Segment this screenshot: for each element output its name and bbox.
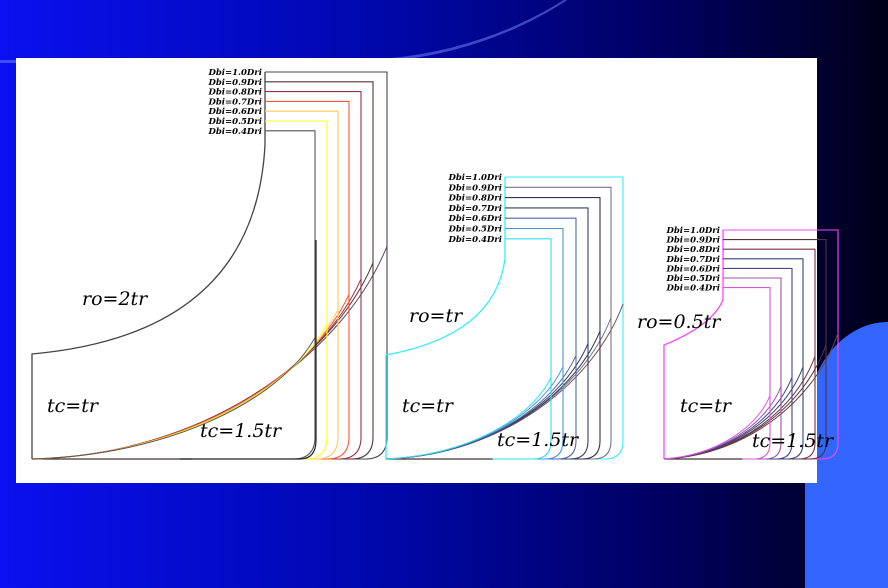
- preform-outline: [492, 186, 612, 460]
- tc2-label: tc=1.5tr: [497, 429, 580, 451]
- curve-label: Dbi=0.6Dri: [665, 264, 720, 274]
- deformed-curve: [31, 337, 316, 460]
- preform-outline: [723, 277, 782, 460]
- preform-outline: [492, 217, 577, 460]
- curve-label: Dbi=0.8Dri: [207, 88, 262, 98]
- preform-outline: [723, 267, 793, 460]
- curve-label: Dbi=0.6Dri: [447, 214, 502, 224]
- curve-label: Dbi=0.4Dri: [447, 235, 502, 245]
- curve-label: Dbi=1.0Dri: [207, 68, 262, 78]
- curve-label: Dbi=0.9Dri: [447, 183, 502, 193]
- preform-outline: [191, 110, 339, 460]
- curve-label: Dbi=0.9Dri: [207, 78, 262, 88]
- deformed-curve: [31, 294, 350, 460]
- tc-label: tc=tr: [47, 395, 100, 417]
- preform-outline: [492, 227, 564, 460]
- curve-label: Dbi=0.4Dri: [665, 284, 720, 294]
- preform-outline: [191, 71, 388, 460]
- preform-outline: [191, 120, 328, 460]
- preform-outline: [723, 287, 771, 460]
- curve-label: Dbi=0.5Dri: [207, 117, 262, 127]
- preform-outline: [191, 81, 374, 460]
- deformed-curve: [31, 309, 339, 460]
- tc-label: tc=tr: [402, 395, 455, 417]
- curve-label: Dbi=1.0Dri: [665, 226, 720, 236]
- blank-profile: [31, 72, 266, 459]
- deformed-curve: [385, 377, 552, 460]
- curve-label: Dbi=0.5Dri: [665, 274, 720, 284]
- preform-outline: [492, 238, 552, 460]
- punch-profile: [180, 240, 317, 460]
- curve-label: Dbi=0.7Dri: [207, 97, 262, 107]
- curve-label: Dbi=0.7Dri: [665, 255, 720, 265]
- preform-outline: [492, 197, 601, 460]
- curve-label: Dbi=1.0Dri: [447, 173, 502, 183]
- preform-outline: [492, 207, 589, 460]
- curve-label: Dbi=0.9Dri: [665, 236, 720, 246]
- deformed-curve: [31, 323, 328, 460]
- ro-label: ro=0.5tr: [637, 311, 722, 333]
- curve-label: Dbi=0.8Dri: [665, 245, 720, 255]
- preform-outline: [191, 100, 350, 460]
- ro-label: ro=tr: [409, 305, 464, 327]
- preform-outline: [723, 229, 839, 460]
- preform-outline: [492, 176, 624, 460]
- diagram-panel: [16, 58, 817, 483]
- tc2-label: tc=1.5tr: [200, 420, 283, 442]
- tc-label: tc=tr: [680, 395, 733, 417]
- tc2-label: tc=1.5tr: [752, 430, 835, 452]
- deformed-curve: [663, 395, 771, 460]
- preform-outline: [723, 258, 804, 460]
- curve-label: Dbi=0.7Dri: [447, 204, 502, 214]
- curve-label: Dbi=0.8Dri: [447, 194, 502, 204]
- preform-outline: [723, 239, 827, 460]
- blank-profile: [385, 177, 506, 459]
- curve-label: Dbi=0.6Dri: [207, 107, 262, 117]
- blank-profile: [663, 230, 724, 459]
- curve-label: Dbi=0.5Dri: [447, 225, 502, 235]
- ro-label: ro=2tr: [82, 288, 149, 310]
- preform-outline: [191, 130, 316, 460]
- preform-outline: [723, 248, 816, 460]
- curve-label: Dbi=0.4Dri: [207, 127, 262, 137]
- preform-outline: [191, 91, 362, 460]
